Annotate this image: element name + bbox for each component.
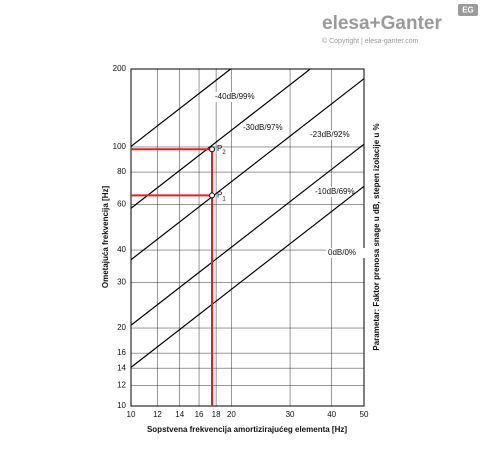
- point: [209, 146, 216, 153]
- x-tick-label: 10: [127, 410, 136, 419]
- y-tick-label: 14: [117, 363, 126, 372]
- point-label-sub: 2: [222, 150, 226, 156]
- series-line: [130, 68, 231, 147]
- x-tick-label: 14: [175, 410, 184, 419]
- y-tick-label: 200: [113, 64, 127, 73]
- series-line: [130, 78, 365, 261]
- point-label: P2: [217, 144, 226, 155]
- x-tick-label: 20: [227, 410, 236, 419]
- y-tick-label: 30: [117, 278, 126, 287]
- copyright: © Copyright | elesa-ganter.com: [322, 37, 419, 45]
- line-label-bg: [213, 92, 257, 102]
- series-line: [130, 68, 311, 209]
- x-tick-label: 16: [195, 410, 204, 419]
- x-axis-title: Sopstvena frekvencija amortizirajućeg el…: [147, 425, 347, 434]
- point: [209, 192, 216, 199]
- badge: EG: [462, 6, 474, 15]
- x-tick-label: 12: [153, 410, 162, 419]
- y-tick-label: 12: [117, 381, 126, 390]
- line-label: 0dB/0%: [328, 248, 356, 257]
- point-label-sub: 1: [222, 196, 226, 202]
- line-label: -23dB/92%: [310, 130, 350, 139]
- line-label-bg: [241, 123, 285, 133]
- line-label: -30dB/97%: [243, 123, 283, 132]
- plot-frame: [130, 68, 365, 407]
- series-line: [130, 143, 365, 326]
- y-tick-label: 60: [117, 200, 126, 209]
- line-label-bg: [308, 130, 352, 140]
- line-label: -40dB/99%: [215, 92, 255, 101]
- point-label-main: P: [217, 191, 222, 200]
- y-tick-label: 100: [113, 142, 127, 151]
- line-label: -10dB/69%: [315, 187, 355, 196]
- y-tick-label: 20: [117, 323, 126, 332]
- x-tick-label: 30: [286, 410, 295, 419]
- y-axis-title: Ometajuća frekvencija [Hz]: [101, 186, 110, 289]
- point-label-main: P: [217, 144, 222, 153]
- x-tick-label: 18: [212, 410, 221, 419]
- y-tick-label: 10: [117, 401, 126, 410]
- x-tick-label: 50: [360, 410, 369, 419]
- x-tick-label: 40: [327, 410, 336, 419]
- right-axis-title: Parametar: Faktor prenosa snage u dB, st…: [372, 123, 381, 350]
- brand: elesa+Ganter: [322, 13, 442, 34]
- y-tick-label: 16: [117, 348, 126, 357]
- badge-box: [458, 4, 478, 16]
- line-label-bg: [313, 187, 357, 197]
- line-label-bg: [326, 248, 370, 258]
- y-tick-label: 40: [117, 245, 126, 254]
- series-line: [130, 185, 365, 368]
- y-tick-label: 80: [117, 167, 126, 176]
- point-label: P1: [217, 191, 226, 202]
